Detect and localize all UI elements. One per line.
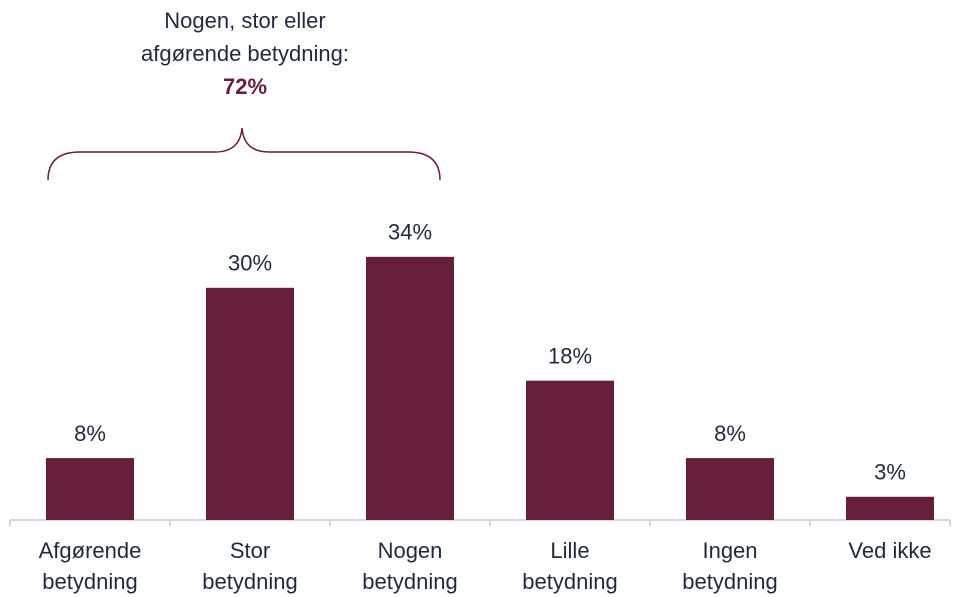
value-label: 3%	[874, 460, 906, 485]
bar	[46, 458, 134, 520]
value-label: 8%	[714, 421, 746, 446]
bar	[206, 287, 294, 520]
bar	[686, 458, 774, 520]
x-tick-label: Afgørende betydning	[39, 538, 142, 594]
x-tick-label: Ved ikke	[848, 538, 931, 563]
bar	[526, 380, 614, 520]
x-tick-label: Stor betydning	[202, 538, 297, 594]
value-label: 30%	[228, 251, 272, 276]
x-tick-label: Lille betydning	[522, 538, 617, 594]
value-label: 8%	[74, 421, 106, 446]
annotation-line: Nogen, stor eller	[164, 8, 325, 33]
x-tick-label: Ingen betydning	[682, 538, 777, 594]
brace	[47, 127, 441, 181]
bar	[366, 256, 454, 520]
x-tick-label: Nogen betydning	[362, 538, 457, 594]
value-label: 18%	[548, 343, 592, 368]
value-label: 34%	[388, 220, 432, 245]
bar	[846, 496, 934, 520]
annotation-value: 72%	[223, 74, 267, 99]
annotation-line: afgørende betydning:	[141, 41, 349, 66]
